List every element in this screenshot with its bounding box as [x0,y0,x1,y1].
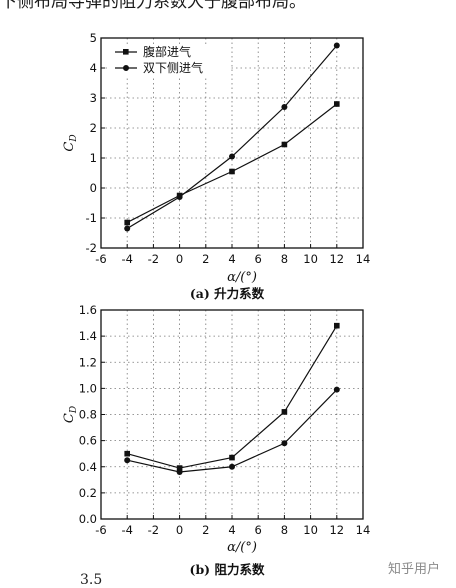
x-tick-label: -2 [148,252,159,266]
x-tick-label: 6 [255,252,262,266]
x-tick-label: 10 [303,523,318,537]
data-point-square [124,450,130,457]
y-tick-label: 1.2 [79,355,97,369]
y-tick-label: 0.0 [79,512,97,526]
y-tick-label: 1.6 [79,303,97,317]
data-point-circle [333,42,340,49]
x-tick-label: 0 [176,252,183,266]
y-axis-label: CD [62,134,79,151]
data-point-circle [176,468,183,475]
y-tick-label: 0.2 [79,486,97,500]
x-tick-label: 8 [281,523,288,537]
data-point-circle [333,386,340,393]
data-point-square [281,141,288,148]
data-point-circle [229,463,235,470]
y-tick-label: 0.6 [79,434,97,448]
legend-box [109,44,231,78]
x-axis-label: α/(°) [227,270,257,285]
data-point-circle [281,440,288,447]
x-tick-label: 12 [329,523,344,537]
legend-label: 腹部进气 [143,44,191,59]
x-tick-label: 2 [202,252,209,266]
top-paragraph-text: 下侧布局导弹的阻力系数大于腹部布局。 [0,0,306,12]
x-tick-label: 4 [228,252,235,266]
watermark-text: 知乎用户 [388,562,441,577]
drag-coefficient-chart: -6 -4 -2 0 2 4 6 8 10 12 14 0.0 0.2 0.4 0.6 0.8 1.0 1.2 1.… [62,303,370,577]
y-tick-label: 3 [90,91,97,105]
y-tick-label: 0.8 [79,408,97,422]
x-tick-label: -4 [121,523,132,537]
y-tick-label: 0.4 [79,460,97,474]
data-point-square [334,101,340,107]
x-tick-label: 4 [228,523,235,537]
chart-caption: (b) 阻力系数 [190,562,265,577]
x-tick-label: 2 [202,523,209,537]
x-tick-label: 14 [356,523,371,537]
y-tick-label: 2 [90,121,97,135]
x-tick-label: -2 [148,523,159,537]
x-axis-label: α/(°) [227,540,257,555]
x-tick-label: 6 [255,523,262,537]
data-point-circle [176,194,183,200]
x-tick-label: 8 [281,252,288,266]
y-tick-label: 1.0 [79,381,97,395]
x-tick-label: 0 [176,523,183,537]
x-tick-label: 14 [356,252,371,266]
data-point-circle [281,104,288,110]
y-tick-label: 4 [90,61,97,75]
y-tick-label: 1.4 [79,329,97,343]
x-tick-label: 10 [303,252,318,266]
y-tick-label: 5 [90,31,97,45]
x-tick-label: -4 [121,252,132,266]
x-tick-label: 12 [329,252,344,266]
data-point-square [229,454,235,461]
footer-text: 3.5 [80,572,103,588]
x-tick-label: -6 [95,523,106,537]
legend-marker-square [123,49,129,55]
chart-caption: (a) 升力系数 [190,286,265,301]
y-tick-label: -1 [86,211,97,225]
data-point-square [176,465,183,471]
legend-marker-circle [123,65,129,71]
data-point-circle [124,457,131,464]
data-point-circle [124,225,131,232]
data-point-square [281,409,288,415]
y-tick-label: -2 [86,241,97,255]
y-tick-label: 0 [90,181,97,195]
x-tick-label: -6 [95,252,106,266]
data-point-square [229,168,235,175]
data-point-circle [229,153,235,160]
legend-label: 双下侧进气 [143,60,203,75]
y-tick-label: 1 [90,151,97,165]
y-axis-label: CD [62,406,79,423]
data-point-square [334,322,340,329]
data-point-square [124,219,130,226]
